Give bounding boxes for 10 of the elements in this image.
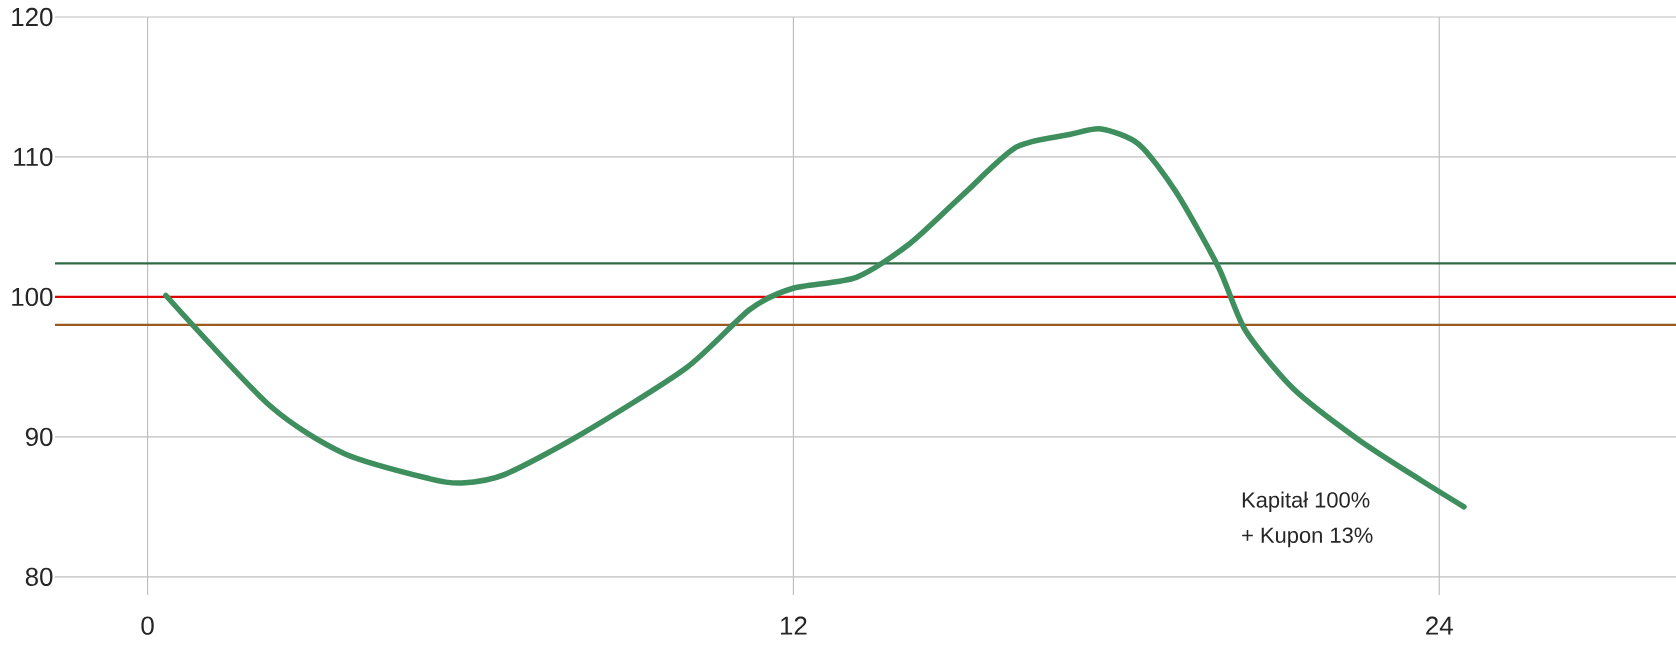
y-tick-label: 110 (14, 147, 53, 167)
x-tick-label: 0 (141, 616, 154, 635)
y-tick-label: 100 (12, 287, 53, 307)
y-tick-label: 120 (12, 7, 53, 27)
annotation: + Kupon 13% (1242, 527, 1373, 548)
x-tick-label: 24 (1426, 616, 1453, 635)
x-tick-label: 12 (780, 616, 807, 635)
y-tick-label: 80 (25, 567, 53, 586)
y-tick-label: 90 (25, 427, 53, 447)
annotation: Kapitał 100% (1242, 491, 1370, 513)
